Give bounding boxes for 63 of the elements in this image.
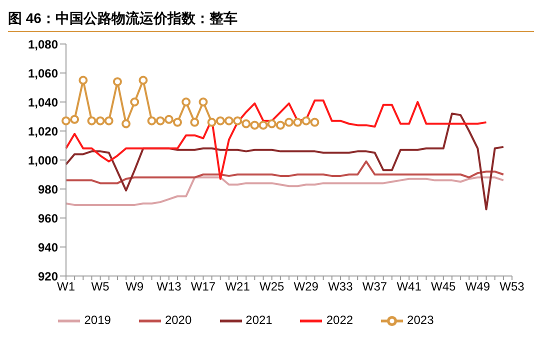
y-tick-label: 940 bbox=[38, 240, 58, 254]
point bbox=[293, 118, 302, 127]
y-tick-label: 1,000 bbox=[28, 153, 58, 168]
point bbox=[62, 116, 70, 126]
point bbox=[302, 116, 311, 126]
line-series bbox=[65, 100, 488, 180]
x-tick-label: W49 bbox=[465, 280, 490, 294]
point bbox=[130, 98, 140, 106]
line-series bbox=[65, 112, 504, 210]
point bbox=[104, 116, 114, 126]
legend-label: 2019 bbox=[84, 313, 111, 328]
point bbox=[216, 116, 225, 126]
point bbox=[224, 116, 234, 126]
point bbox=[258, 120, 268, 130]
point bbox=[164, 114, 174, 124]
point bbox=[122, 119, 131, 128]
y-tick-label: 980 bbox=[38, 182, 58, 196]
x-tick-label: W53 bbox=[500, 280, 525, 294]
point bbox=[310, 118, 320, 127]
y-tick-label: 960 bbox=[38, 211, 58, 226]
point bbox=[250, 120, 260, 130]
legend-label: 2020 bbox=[164, 313, 192, 328]
line-series bbox=[65, 176, 504, 206]
point bbox=[267, 119, 276, 128]
x-tick-label: W9 bbox=[126, 280, 144, 294]
point bbox=[182, 98, 191, 106]
x-tick-label: W13 bbox=[156, 280, 182, 294]
x-tick-label: W37 bbox=[362, 280, 388, 294]
x-tick-label: W17 bbox=[190, 280, 216, 294]
legend-label: 2022 bbox=[326, 313, 354, 328]
x-tick-label: W1 bbox=[57, 280, 76, 294]
x-tick-label: W45 bbox=[431, 280, 456, 294]
line-series bbox=[65, 160, 504, 184]
point bbox=[96, 116, 105, 126]
x-tick-label: W21 bbox=[225, 280, 250, 294]
point bbox=[78, 76, 88, 85]
point bbox=[147, 116, 156, 126]
chart-title: 图 46：中国公路物流运价指数：整车 bbox=[8, 8, 534, 32]
legend-label: 2021 bbox=[246, 313, 272, 328]
y-tick-label: 1,060 bbox=[28, 66, 58, 80]
point bbox=[198, 98, 208, 106]
point bbox=[242, 119, 251, 128]
point bbox=[156, 116, 165, 126]
point bbox=[70, 114, 80, 124]
point bbox=[233, 116, 242, 126]
x-tick-label: W41 bbox=[396, 280, 422, 294]
point bbox=[276, 120, 285, 130]
x-tick-label: W25 bbox=[260, 280, 284, 294]
point bbox=[138, 76, 148, 85]
point bbox=[190, 118, 200, 127]
x-tick-label: W5 bbox=[91, 280, 110, 294]
point bbox=[207, 118, 216, 127]
y-tick-label: 920 bbox=[38, 269, 58, 284]
x-tick-label: W33 bbox=[328, 280, 354, 294]
point bbox=[87, 116, 96, 126]
y-tick-label: 1,040 bbox=[28, 95, 58, 110]
legend-label: 2023 bbox=[407, 313, 434, 328]
x-tick-label: W29 bbox=[294, 280, 319, 294]
y-tick-label: 1,020 bbox=[28, 124, 58, 138]
point bbox=[173, 118, 182, 127]
point bbox=[284, 118, 294, 127]
y-tick-label: 1,080 bbox=[28, 37, 58, 52]
point bbox=[112, 77, 122, 86]
